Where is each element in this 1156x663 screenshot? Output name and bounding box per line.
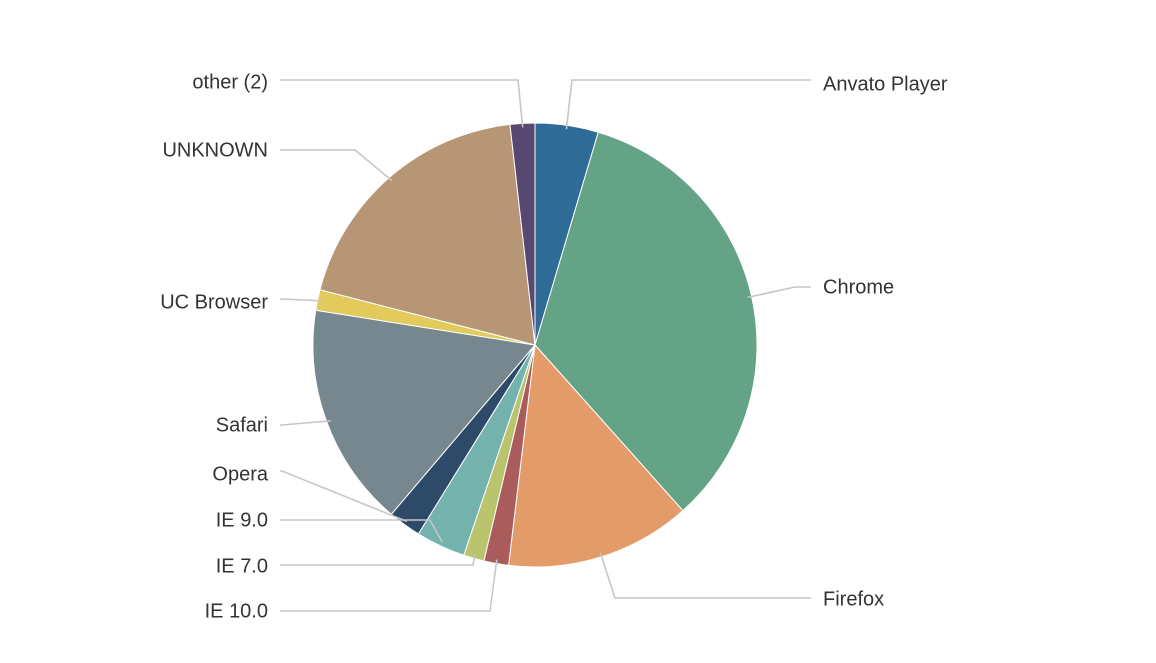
labels-layer: Anvato Player Chrome Firefox IE 10.0 IE 7.0 I…: [160, 71, 948, 622]
leader-line-firefox: [599, 552, 811, 599]
slice-label-safari: Safari: [216, 414, 268, 436]
slice-label-unknown: UNKNOWN: [162, 139, 268, 161]
pie-slice-safari[interactable]: [312, 309, 536, 515]
leader-line-other-2: [280, 79, 524, 128]
slice-label-chrome: Chrome: [823, 276, 894, 298]
slice-label-firefox: Firefox: [823, 588, 884, 610]
leader-line-chrome: [747, 286, 811, 299]
leader-lines-layer: [280, 79, 811, 612]
slice-label-ie-9-0: IE 9.0: [216, 509, 268, 531]
leader-line-ie-10-0: [280, 559, 498, 612]
slice-label-ie-10-0: IE 10.0: [205, 600, 268, 622]
leader-line-opera: [280, 470, 408, 523]
slice-label-opera: Opera: [212, 463, 268, 485]
leader-line-unknown: [280, 149, 393, 182]
leader-line-ie-7-0: [280, 554, 476, 566]
slices-layer: [312, 122, 758, 568]
leader-line-uc-browser: [280, 298, 322, 302]
slice-label-uc-browser: UC Browser: [160, 291, 268, 313]
slice-label-ie-7-0: IE 7.0: [216, 555, 268, 577]
leader-line-anvato-player: [565, 79, 811, 130]
leader-line-safari: [280, 420, 331, 426]
leader-line-ie-9-0: [280, 519, 443, 543]
slice-label-anvato-player: Anvato Player: [823, 73, 948, 95]
slice-label-other-2: other (2): [192, 71, 268, 93]
